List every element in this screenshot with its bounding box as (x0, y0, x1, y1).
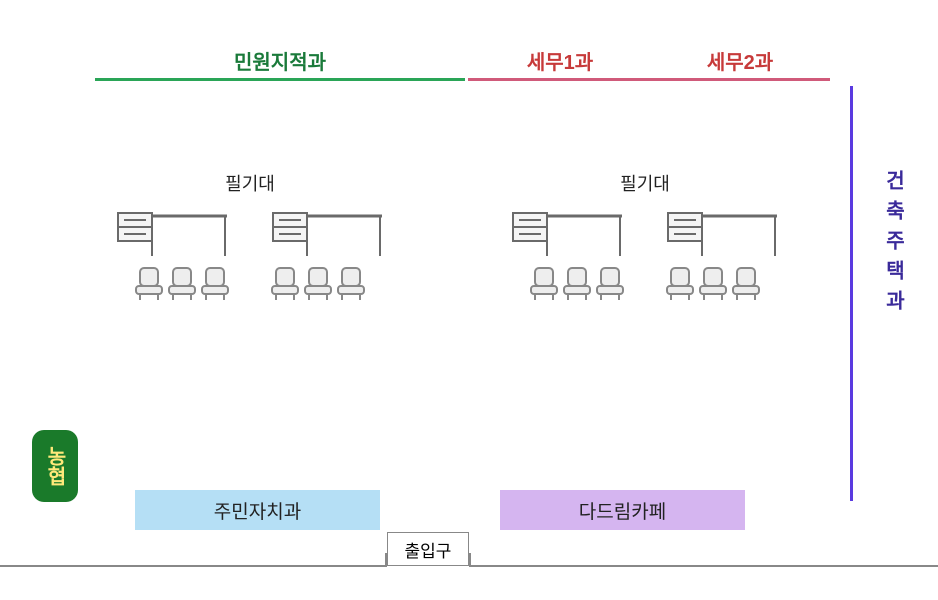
chair-group (529, 266, 625, 302)
chair-icon (698, 266, 728, 302)
bottom-tick-left (385, 553, 387, 565)
desk-area-right-label: 필기대 (490, 170, 800, 196)
section-civil-affairs-label: 민원지적과 (234, 52, 326, 74)
chair-group (270, 266, 366, 302)
desk-area-right: 필기대 (490, 170, 800, 302)
section-architecture: 건축주택과 (879, 170, 908, 320)
section-tax1: 세무1과 (470, 46, 650, 75)
entrance-label: 출입구 (405, 537, 452, 562)
entrance: 출입구 (387, 532, 469, 566)
desk-icon (115, 208, 230, 258)
section-architecture-line (850, 86, 853, 501)
dadrim-cafe: 다드림카페 (500, 490, 745, 530)
section-tax2: 세무2과 (650, 46, 830, 75)
chair-icon (167, 266, 197, 302)
desk-icon (510, 208, 625, 258)
section-tax2-label: 세무2과 (707, 52, 773, 74)
bottom-tick-right (469, 553, 471, 565)
chairs-row-right (490, 266, 800, 302)
section-civil-affairs: 민원지적과 (95, 46, 465, 75)
resident-autonomy: 주민자치과 (135, 490, 380, 530)
desk-row-right (490, 208, 800, 258)
desk-area-left: 필기대 (95, 170, 405, 302)
desk-icon (665, 208, 780, 258)
dadrim-cafe-label: 다드림카페 (579, 497, 666, 524)
chair-group (665, 266, 761, 302)
chair-icon (270, 266, 300, 302)
chair-icon (731, 266, 761, 302)
section-architecture-label: 건축주택과 (882, 170, 904, 320)
section-tax-line (468, 78, 830, 81)
desk-area-left-label: 필기대 (95, 170, 405, 196)
chair-icon (562, 266, 592, 302)
nh-bank: 농협 (32, 430, 78, 502)
section-civil-affairs-line (95, 78, 465, 81)
chair-icon (336, 266, 366, 302)
chairs-row-left (95, 266, 405, 302)
chair-icon (665, 266, 695, 302)
resident-autonomy-label: 주민자치과 (214, 497, 301, 524)
chair-icon (595, 266, 625, 302)
desk-icon (270, 208, 385, 258)
chair-icon (529, 266, 559, 302)
nh-bank-label: 농협 (41, 446, 70, 486)
chair-icon (303, 266, 333, 302)
bottom-line-right (469, 565, 938, 567)
chair-icon (134, 266, 164, 302)
desk-row-left (95, 208, 405, 258)
bottom-line-left (0, 565, 387, 567)
section-tax1-label: 세무1과 (527, 52, 593, 74)
chair-group (134, 266, 230, 302)
chair-icon (200, 266, 230, 302)
